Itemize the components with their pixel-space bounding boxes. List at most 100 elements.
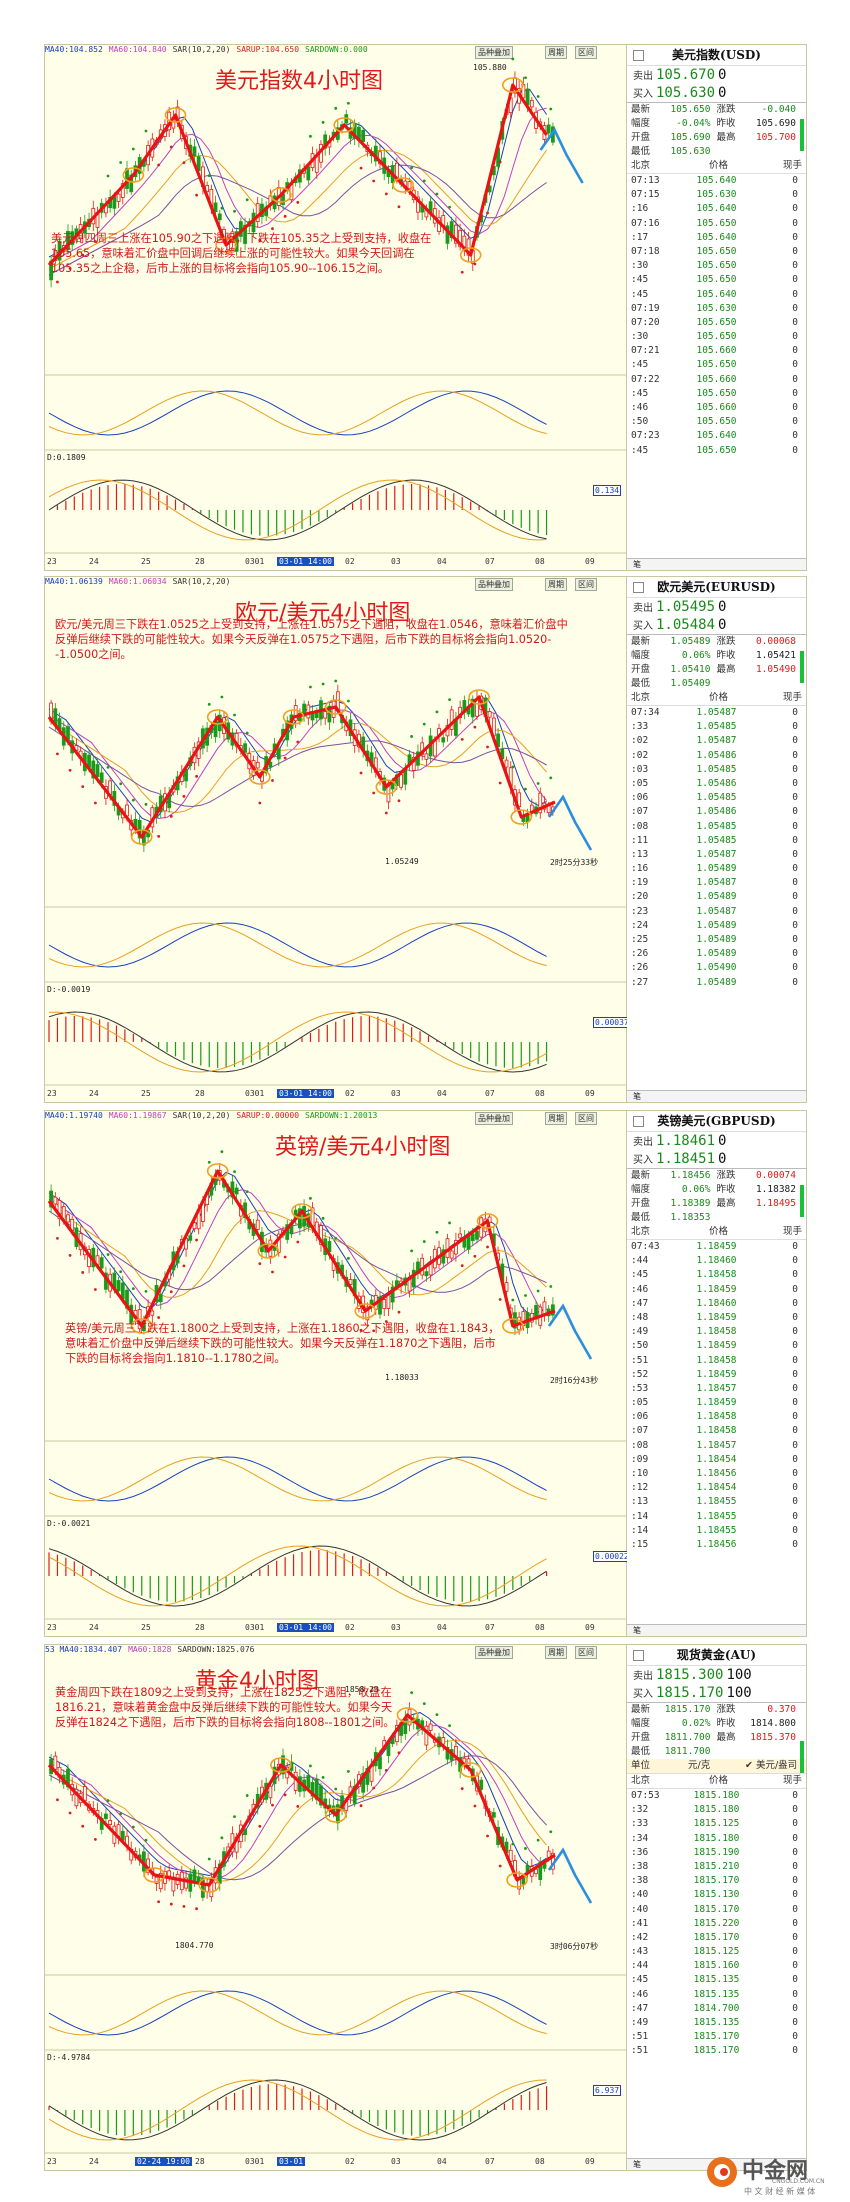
tick-cell: 105.650 (696, 387, 737, 399)
quote-menu-icon[interactable] (633, 1116, 644, 1127)
x-tick-label: 23 (47, 2157, 57, 2166)
swing-circle (510, 809, 533, 825)
stat-row: 幅度 0.06% 昨收 1.05421 (627, 649, 806, 663)
candle-body (428, 1723, 433, 1731)
sar-dot (397, 799, 401, 803)
candle (416, 191, 420, 220)
candle (66, 224, 70, 255)
tick-cell: 0 (792, 316, 798, 328)
candle (365, 1760, 370, 1792)
stat-cell: 105.630 (670, 146, 711, 157)
sar-dot (549, 1285, 553, 1288)
quote-menu-icon[interactable] (633, 50, 644, 61)
toolbar-button-1[interactable]: 周期 (545, 1646, 567, 1659)
tick-row: :08 1.18457 0 (627, 1439, 806, 1453)
tick-cell: :41 (631, 1917, 649, 1929)
candle-body (137, 820, 142, 839)
tick-cell: 0 (792, 2002, 798, 2014)
stat-cell: 1.18389 (670, 1198, 711, 1209)
tick-cell: 0 (792, 1846, 798, 1858)
tick-cell: :50 (631, 1340, 649, 1352)
tick-row: :27 1.05489 0 (627, 976, 806, 990)
x-tick-label: 0301 (245, 2157, 265, 2166)
toolbar-button-2[interactable]: 区间 (575, 46, 597, 59)
toolbar-button-0[interactable]: 品种叠加 (475, 1112, 513, 1125)
quote-menu-icon[interactable] (633, 1650, 644, 1661)
toolbar-button-1[interactable]: 周期 (545, 46, 567, 59)
candle-body (319, 1225, 323, 1245)
toolbar-button-2[interactable]: 区间 (575, 1646, 597, 1659)
quote-menu-icon[interactable] (633, 582, 644, 593)
analysis-note: 黄金周四下跌在1809之上受到支持，上涨在1825之下遇阻，收盘在1816.21… (55, 1686, 395, 1729)
quote-footer[interactable]: 笔 (627, 1090, 806, 1102)
toolbar-button-0[interactable]: 品种叠加 (475, 46, 513, 59)
tick-cell: :16 (631, 863, 649, 875)
candle-body (424, 1725, 429, 1746)
sar-dot (106, 174, 110, 178)
candle-body (424, 1271, 429, 1277)
x-tick-label: 28 (195, 1089, 205, 1098)
x-tick-label: 03-01 14:00 (277, 1623, 334, 1632)
quote-footer[interactable]: 笔 (627, 1624, 806, 1636)
swing-circle (282, 709, 305, 725)
tick-cell: 0 (792, 1354, 798, 1366)
unit-cell[interactable]: 元/克 (688, 1760, 711, 1771)
stat-cell: 涨跌 (716, 1704, 736, 1715)
swing-circle (291, 1203, 313, 1219)
candle-body (108, 1820, 113, 1825)
toolbar-button-1[interactable]: 周期 (545, 578, 567, 591)
x-tick-label: 0301 (245, 1623, 265, 1632)
indicator-1: MA60:1828 (128, 1645, 172, 1654)
candle (424, 1267, 429, 1282)
tick-cell: 0 (792, 1917, 798, 1929)
tick-row: :30 105.650 0 (627, 330, 806, 344)
tick-cell: 1.18455 (696, 1524, 737, 1536)
indicator-2: SARDOWN:1825.076 (177, 1645, 255, 1654)
price-label-0: 1.18033 (385, 1373, 419, 1382)
instrument-name: 英镑美元(GBPUSD) (657, 1114, 776, 1128)
unit-cell[interactable]: ✔ 美元/盎司 (745, 1760, 798, 1771)
stat-cell: 1815.170 (664, 1704, 711, 1715)
sar-dot (511, 765, 515, 769)
sar-dot (106, 1253, 110, 1256)
candle (125, 160, 129, 194)
candle-body (466, 238, 471, 256)
tick-cell: 1815.125 (693, 1946, 740, 1958)
tick-cell: 1.18459 (696, 1340, 737, 1352)
tick-cell: :45 (631, 387, 649, 399)
quote-footer[interactable]: 笔 (627, 558, 806, 570)
candle (542, 1296, 547, 1322)
toolbar-button-2[interactable]: 区间 (575, 578, 597, 591)
tick-row: 07:16 105.650 0 (627, 217, 806, 231)
tick-cell: :09 (631, 1453, 649, 1465)
sar-dot (384, 1320, 388, 1323)
sar-dot (56, 752, 59, 756)
candle (449, 1247, 454, 1262)
tick-cell: 1.05487 (696, 707, 737, 718)
stat-cell: 最低 (631, 1746, 651, 1757)
toolbar-button-0[interactable]: 品种叠加 (475, 578, 513, 591)
toolbar-button-2[interactable]: 区间 (575, 1112, 597, 1125)
tick-cell: :26 (631, 962, 649, 974)
sar-dot (93, 240, 97, 243)
candle (352, 1274, 357, 1304)
tick-cell: 1.05486 (696, 749, 737, 761)
stat-cell: 最新 (631, 104, 651, 115)
candle (108, 1812, 113, 1828)
candle-body (306, 166, 311, 181)
candle (428, 196, 433, 221)
x-tick-label: 24 (89, 1623, 99, 1632)
candle-body (255, 1219, 260, 1230)
tick-cell: 1815.190 (693, 1846, 740, 1858)
candle-body (470, 1233, 475, 1242)
candle (546, 117, 551, 139)
tick-cell: 0 (792, 1255, 798, 1267)
column-0: 北京 (631, 160, 651, 171)
stat-cell (747, 677, 803, 691)
toolbar-button-0[interactable]: 品种叠加 (475, 1646, 513, 1659)
tick-row: :32 1815.180 0 (627, 1803, 806, 1817)
stat-cell: 幅度 (631, 1184, 651, 1195)
toolbar-button-1[interactable]: 周期 (545, 1112, 567, 1125)
candle (74, 1784, 79, 1809)
sar-dot (182, 1904, 186, 1908)
